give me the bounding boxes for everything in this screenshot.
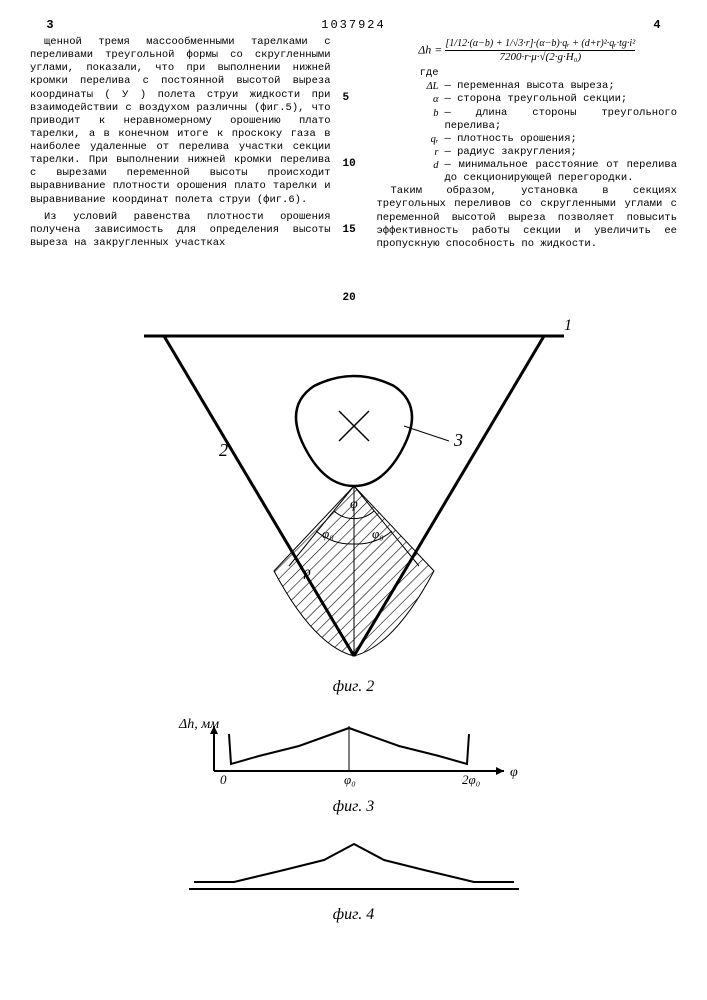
fig2-phi0-right: φ₀ [372,526,384,541]
page: 3 1037924 4 щенной тремя массообменными … [0,0,707,1000]
def-row: α— сторона треугольной секции; [377,93,678,106]
def-text: — сторона треугольной секции; [445,93,678,106]
def-row: b— длина стороны треугольного перелива; [377,107,678,133]
def-sym: r [377,146,445,159]
fig3-tick: 0 [220,772,227,787]
fig2-label-2: 2 [219,440,228,460]
page-header: 3 1037924 4 [30,18,677,32]
line-number: 5 [343,92,350,104]
fig2-label-1: 1 [564,317,572,334]
document-number: 1037924 [70,18,637,32]
fig3-caption: фиг. 3 [30,798,677,816]
variable-definitions: где ΔL— переменная высота выреза; α— сто… [377,67,678,185]
def-text [445,67,678,80]
fig4-caption: фиг. 4 [30,906,677,924]
left-para-1: щенной тремя массообменными тарелками с … [30,36,331,207]
fig3-svg: Δh, мм 0 φ₀ 2φ₀ φ [174,716,534,796]
left-para-2: Из условий равенства плотности орошения … [30,211,331,250]
def-row: где [377,67,678,80]
where-label: где [377,67,445,80]
page-number-right: 4 [637,18,677,32]
def-sym: α [377,93,445,106]
line-number: 15 [343,224,356,236]
def-text: — минимальное расстояние от перелива до … [445,159,678,185]
def-row: d— минимальное расстояние от перелива до… [377,159,678,185]
def-row: ΔL— переменная высота выреза; [377,80,678,93]
def-sym: qᵣ [377,133,445,146]
fig2-rho: ρ [303,565,311,580]
figure-2: 1 2 3 φ φ₀ φ₀ ρ фиг. 2 [30,316,677,696]
fig3-tick: 2φ₀ [462,772,480,787]
fig2-phi0-left: φ₀ [322,526,334,541]
formula-numerator: [1/12·(α−b) + 1/√3·r]·(α−b)·qᵣ + (d+r)²·… [445,38,635,50]
line-number-gutter: 5 10 15 20 [343,36,365,316]
page-number-left: 3 [30,18,70,32]
def-text: — плотность орошения; [445,133,678,146]
figure-3: Δh, мм 0 φ₀ 2φ₀ φ фиг. 3 [30,716,677,816]
line-number: 20 [343,292,356,304]
left-column: щенной тремя массообменными тарелками с … [30,36,331,316]
formula: Δh = [1/12·(α−b) + 1/√3·r]·(α−b)·qᵣ + (d… [377,38,678,63]
def-row: qᵣ— плотность орошения; [377,133,678,146]
def-row: r— радиус закругления; [377,146,678,159]
fig2-caption: фиг. 2 [30,678,677,696]
fig2-svg: 1 2 3 φ φ₀ φ₀ ρ [134,316,574,676]
fig2-label-3: 3 [453,430,463,450]
right-column: Δh = [1/12·(α−b) + 1/√3·r]·(α−b)·qᵣ + (d… [377,36,678,316]
formula-denominator: 7200·r·μ·√(2·g·H₀) [445,51,635,64]
conclusion-para: Таким образом, установка в секциях треуг… [377,185,678,251]
def-sym: ΔL [377,80,445,93]
fig3-tick: φ₀ [344,772,356,787]
def-text: — переменная высота выреза; [445,80,678,93]
def-sym: d [377,159,445,185]
def-text: — длина стороны треугольного перелива; [445,107,678,133]
def-text: — радиус закругления; [445,146,678,159]
formula-lhs: Δh = [418,42,442,56]
fig2-phi: φ [350,497,358,512]
figure-4: фиг. 4 [30,834,677,924]
fig3-xaxis-label: φ [510,765,518,780]
fig4-svg [174,834,534,904]
text-columns: щенной тремя массообменными тарелками с … [30,36,677,316]
line-number: 10 [343,158,356,170]
def-sym: b [377,107,445,133]
